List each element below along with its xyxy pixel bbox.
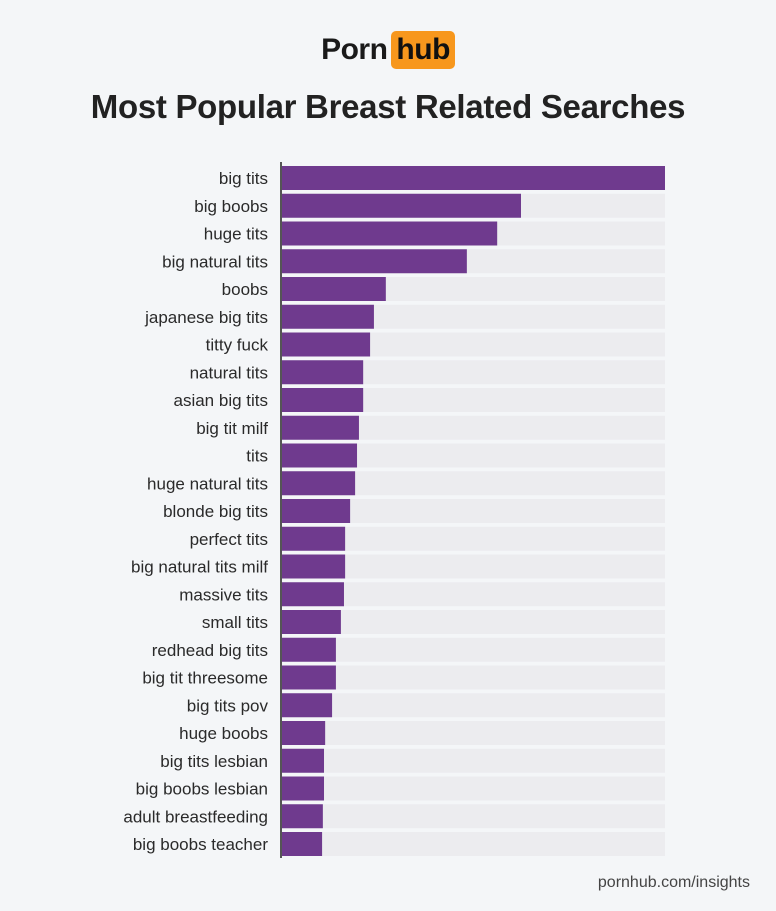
bar [281,610,341,634]
bar [281,637,336,662]
category-label: big boobs lesbian [136,780,268,799]
bar-track [281,832,665,856]
category-label: big natural tits [162,252,268,271]
bar-track [281,776,665,801]
bar [281,471,356,496]
category-label: huge tits [204,225,268,244]
category-label: adult breastfeeding [123,807,268,826]
bar [281,721,326,745]
category-label: big tit threesome [142,669,268,688]
bar [281,249,467,274]
bar [281,193,521,218]
bar [281,221,498,246]
category-label: small tits [202,613,268,632]
bar [281,526,346,551]
bar-track [281,610,665,634]
bar [281,554,346,579]
category-label: asian big tits [174,391,269,410]
bar-track [281,721,665,745]
category-label: boobs [222,280,268,299]
logo-text-left: Porn [321,33,388,66]
bar [281,804,323,829]
category-label: big boobs [194,197,268,216]
bar-track [281,665,665,690]
bar-track [281,804,665,829]
bar [281,166,665,190]
bar [281,582,344,607]
category-label: big boobs teacher [133,835,268,854]
source-footer: pornhub.com/insights [597,874,750,891]
logo-text-right: hub [391,31,455,69]
category-label: big tits [219,169,268,188]
bar [281,748,325,773]
category-label: natural tits [190,363,268,382]
bar [281,304,374,329]
category-label: huge boobs [179,724,268,743]
bar [281,415,359,440]
category-label: big natural tits milf [131,558,268,577]
category-label: japanese big tits [144,308,268,327]
bar [281,443,358,468]
bar [281,776,325,801]
bar [281,665,336,690]
bar [281,332,371,357]
bar-track [281,637,665,662]
category-label: big tits pov [187,696,269,715]
chart-title: Most Popular Breast Related Searches [90,88,686,125]
category-label: huge natural tits [147,474,268,493]
bar-track [281,582,665,607]
category-label: big tit milf [196,419,268,438]
category-label: massive tits [179,585,268,604]
bar-track [281,693,665,718]
bar [281,277,386,301]
bar [281,360,364,385]
bar [281,499,351,523]
category-label: redhead big tits [152,641,268,660]
bar [281,388,364,412]
pornhub-logo: Porn hub [0,30,776,70]
category-label: tits [246,447,268,466]
category-label: titty fuck [206,336,269,355]
bar-track [281,748,665,773]
category-label: big tits lesbian [160,752,268,771]
bar [281,832,323,856]
category-label: blonde big tits [163,502,268,521]
category-label: perfect tits [190,530,268,549]
bar [281,693,333,718]
